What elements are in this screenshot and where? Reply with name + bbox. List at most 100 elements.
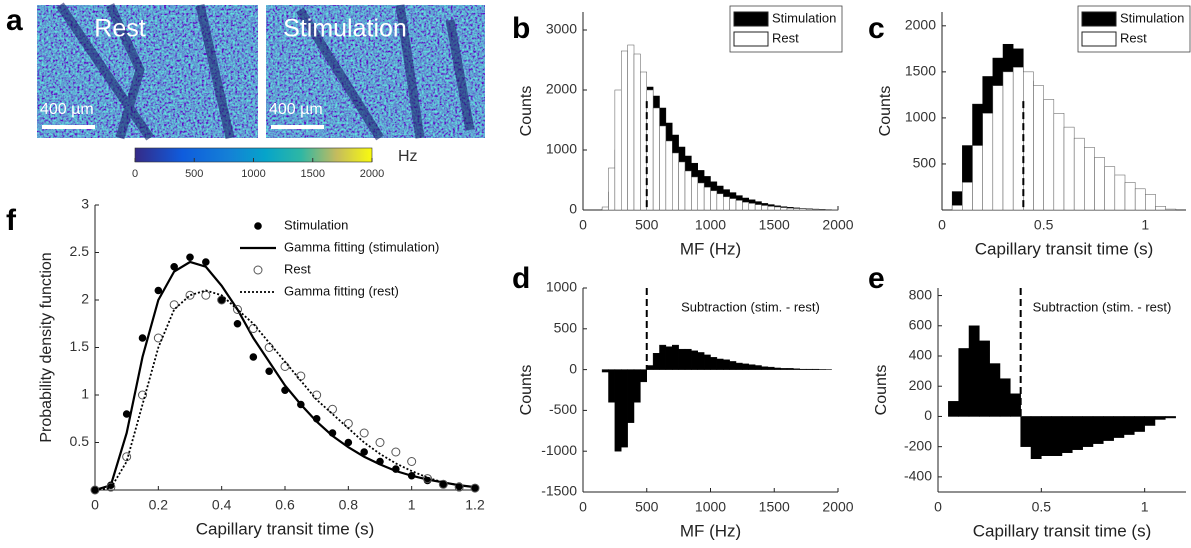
panel-title: Subtraction (stim. - rest) bbox=[1033, 299, 1172, 314]
panel-title: Subtraction (stim. - rest) bbox=[681, 299, 820, 314]
histogram-bar bbox=[684, 348, 692, 370]
histogram-bar bbox=[608, 167, 616, 211]
data-point bbox=[90, 485, 100, 495]
histogram-bar bbox=[754, 204, 762, 211]
histogram-bar bbox=[1165, 208, 1177, 211]
legend-swatch bbox=[1081, 31, 1117, 47]
histogram-bar bbox=[659, 125, 667, 211]
histogram-bar bbox=[665, 346, 673, 370]
data-point bbox=[122, 410, 131, 418]
y-tick-label: -1500 bbox=[541, 483, 577, 499]
x-tick-label: 0.4 bbox=[212, 497, 232, 513]
data-point bbox=[407, 457, 417, 466]
x-tick-label: 1000 bbox=[695, 217, 726, 233]
histogram-bar bbox=[703, 186, 711, 211]
y-tick-label: 0 bbox=[569, 360, 577, 376]
histogram-bar bbox=[703, 354, 711, 370]
histogram-bar bbox=[1010, 393, 1021, 417]
image-title: Stimulation bbox=[283, 15, 407, 43]
y-axis-label: Counts bbox=[518, 86, 535, 137]
histogram-bar bbox=[742, 201, 749, 211]
image-title: Rest bbox=[94, 15, 145, 43]
x-axis-label: MF (Hz) bbox=[680, 521, 741, 540]
histogram-bar bbox=[659, 344, 667, 370]
histogram-bar bbox=[1134, 188, 1146, 211]
histogram-bar bbox=[968, 325, 980, 417]
histogram-bar bbox=[691, 350, 698, 370]
histogram-bar bbox=[774, 367, 781, 370]
histogram-bar bbox=[1113, 416, 1125, 438]
data-point bbox=[170, 262, 178, 271]
histogram-bar bbox=[621, 369, 628, 448]
legend-label: Gamma fitting (rest) bbox=[284, 283, 399, 298]
y-tick-label: -500 bbox=[549, 401, 577, 417]
data-point bbox=[217, 296, 226, 304]
histogram-bar bbox=[640, 369, 647, 383]
legend-marker bbox=[254, 222, 262, 230]
y-tick-label: 1500 bbox=[905, 63, 936, 79]
histogram-bar bbox=[999, 378, 1011, 417]
histogram-bar bbox=[761, 366, 769, 370]
histogram-bar bbox=[780, 207, 788, 211]
legend-swatch bbox=[1081, 11, 1117, 27]
y-tick-label: 1000 bbox=[905, 109, 936, 125]
histogram-bar bbox=[633, 53, 641, 211]
histogram-bar bbox=[1020, 416, 1032, 447]
y-tick-label: -400 bbox=[904, 468, 932, 484]
histogram-bar bbox=[1051, 416, 1063, 456]
histogram-bar bbox=[1053, 113, 1065, 211]
data-point bbox=[201, 290, 211, 300]
x-tick-label: 0 bbox=[91, 497, 99, 513]
data-point bbox=[185, 290, 195, 300]
histogram-bar bbox=[958, 348, 970, 417]
data-point bbox=[360, 448, 368, 456]
histogram-bar bbox=[1084, 147, 1095, 211]
y-tick-label: 800 bbox=[909, 286, 933, 302]
data-point bbox=[106, 482, 116, 492]
histogram-bar bbox=[812, 209, 820, 211]
y-tick-label: 500 bbox=[913, 155, 937, 171]
panel-letter: c bbox=[868, 12, 885, 45]
y-tick-label: 200 bbox=[909, 377, 933, 393]
histogram-bar bbox=[608, 369, 616, 403]
panel-letter: f bbox=[6, 204, 17, 237]
vessels bbox=[56, 2, 475, 141]
histogram-bar bbox=[652, 353, 660, 370]
y-axis-label: Counts bbox=[518, 365, 535, 416]
panel-letter: b bbox=[512, 12, 530, 45]
x-tick-label: 0.5 bbox=[1034, 217, 1054, 233]
histogram-bar bbox=[697, 352, 705, 370]
histogram-bar bbox=[805, 208, 813, 211]
scale-bar-label: 400 µm bbox=[40, 101, 94, 118]
histogram-bar bbox=[633, 369, 641, 403]
histogram-bar bbox=[767, 366, 775, 370]
x-tick-label: 2000 bbox=[822, 499, 853, 515]
legend-marker bbox=[253, 265, 263, 275]
fit-line bbox=[94, 260, 476, 492]
histogram-bar bbox=[786, 207, 794, 211]
histogram-bar bbox=[972, 145, 983, 211]
histogram-bar bbox=[1114, 174, 1126, 211]
histogram-bar bbox=[678, 161, 686, 211]
y-tick-label: 1.5 bbox=[70, 338, 90, 354]
data-point bbox=[138, 334, 147, 342]
data-point bbox=[154, 286, 163, 295]
histogram-bar bbox=[652, 107, 660, 211]
histogram-bar bbox=[786, 368, 794, 370]
y-tick-label: -1000 bbox=[541, 442, 577, 458]
data-point bbox=[359, 428, 369, 438]
histogram-bar bbox=[989, 363, 1001, 417]
histogram-bar bbox=[691, 176, 698, 211]
histogram-bar bbox=[793, 208, 800, 211]
data-point bbox=[470, 483, 480, 493]
legend-label: Stimulation bbox=[284, 217, 348, 232]
histogram-bar bbox=[1165, 416, 1176, 419]
histogram-bar bbox=[979, 340, 990, 417]
histogram-bar bbox=[716, 193, 724, 211]
x-tick-label: 1000 bbox=[695, 499, 726, 515]
histogram-bar bbox=[1030, 416, 1042, 460]
histogram-bar bbox=[1145, 194, 1156, 211]
colorbar-tick-label: 1000 bbox=[241, 168, 265, 180]
histogram-bar bbox=[1094, 157, 1105, 211]
